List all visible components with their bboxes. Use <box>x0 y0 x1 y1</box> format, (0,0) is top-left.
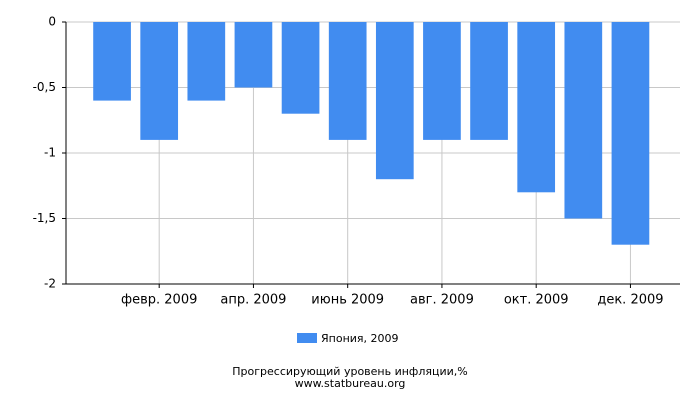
y-tick-label: 0 <box>48 15 56 29</box>
legend-swatch <box>297 333 317 343</box>
bar <box>234 22 273 88</box>
bar <box>611 22 650 245</box>
chart-subtitle: www.statbureau.org <box>295 377 406 390</box>
legend-label: Япония, 2009 <box>321 332 399 345</box>
bar <box>375 22 414 180</box>
x-tick-label: февр. 2009 <box>121 293 197 308</box>
bar <box>328 22 367 140</box>
bar <box>140 22 179 140</box>
bar <box>281 22 320 114</box>
x-tick-label: июнь 2009 <box>311 293 384 308</box>
x-tick-label: дек. 2009 <box>597 293 663 308</box>
bar <box>470 22 508 140</box>
x-tick-label: апр. 2009 <box>220 293 286 308</box>
y-tick-label: -1 <box>44 146 56 160</box>
chart-title: Прогрессирующий уровень инфляции,% <box>232 365 467 378</box>
bar <box>187 22 226 101</box>
bar <box>423 22 461 140</box>
y-tick-label: -1,5 <box>33 211 56 225</box>
y-tick-label: -0,5 <box>33 80 56 94</box>
x-tick-label: окт. 2009 <box>504 293 569 308</box>
bar <box>517 22 556 193</box>
y-tick-label: -2 <box>44 277 56 291</box>
x-tick-label: авг. 2009 <box>410 293 474 308</box>
bar <box>93 22 131 101</box>
bar <box>564 22 603 219</box>
